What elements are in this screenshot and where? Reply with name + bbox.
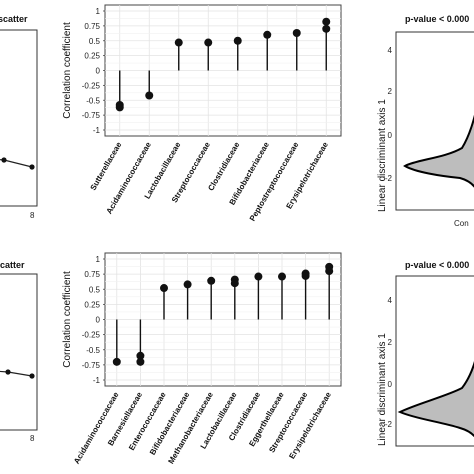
lollipop-point	[115, 103, 124, 112]
y-tick-label: -0.5	[86, 96, 100, 105]
violin-top-title: p-value < 0.000	[405, 14, 469, 24]
left-top-point	[1, 157, 7, 163]
lollipop-point	[278, 272, 286, 281]
y-tick-label: -0.25	[82, 331, 101, 340]
lollipop-point	[301, 271, 310, 280]
violin-top-ytick: 4	[388, 46, 393, 55]
left-top-x-tick: 8	[30, 211, 35, 220]
violin-top-shape	[403, 114, 474, 188]
category-label: Methanobacteriaceae	[166, 390, 215, 465]
correlation-chart-bottom: 1 0.75 0.5 0.25 0 -0.25 -0.5 -0.75 -1 Correlation…	[62, 252, 342, 465]
y-tick-label: 0.5	[89, 285, 101, 294]
violin-bottom-shape	[397, 360, 474, 438]
category-label: Sutterellaceae	[89, 140, 124, 192]
y-tick-label: -0.25	[82, 81, 101, 90]
y-tick-label: 0.25	[84, 52, 100, 61]
lollipop-point	[322, 24, 331, 33]
left-bottom-point	[29, 373, 35, 379]
lollipop-point	[207, 276, 216, 285]
violin-top-ytick: 0	[388, 131, 393, 140]
violin-panel-top: p-value < 0.000 Linear discriminant axis…	[377, 14, 474, 228]
category-label: Acidaminococcaceae	[72, 390, 121, 465]
violin-top-xtick: Con	[454, 219, 469, 228]
y-tick-label: -1	[93, 126, 101, 135]
lollipop-point	[263, 30, 272, 39]
lollipop-point	[254, 272, 263, 281]
left-bottom-title: catter	[0, 260, 25, 270]
lollipop-point	[204, 38, 213, 47]
lollipop-point	[160, 284, 168, 293]
category-label: Erysipelotrichaceae	[287, 390, 333, 460]
violin-panel-bottom: p-value < 0.000 Linear discriminant axis…	[377, 260, 474, 447]
y-tick-label: 0.75	[84, 270, 100, 279]
lollipop-point	[292, 29, 301, 38]
violin-bottom-ytick: 0	[388, 380, 393, 389]
left-panel-top: scatter 8	[0, 14, 38, 220]
y-tick-label: -0.75	[82, 111, 101, 120]
y-axis-label: Correlation coefficient	[62, 271, 73, 368]
left-bottom-x-tick: 8	[30, 434, 35, 443]
y-tick-label: 0.75	[84, 22, 100, 31]
left-panel-bottom: catter 8	[0, 260, 38, 443]
y-tick-label: 0	[96, 67, 101, 76]
lollipop-point	[112, 357, 121, 366]
lollipop-point	[230, 279, 239, 288]
lollipop-point	[145, 91, 154, 100]
violin-bottom-ytick: 4	[388, 296, 393, 305]
category-label: Clostridiaceae	[206, 140, 241, 192]
violin-bottom-ylabel: Linear discriminant axis 1	[377, 333, 388, 446]
violin-top-ytick: 2	[388, 87, 393, 96]
lollipop-point	[136, 351, 145, 360]
y-tick-label: 0.5	[89, 37, 101, 46]
lollipop-point	[322, 17, 331, 26]
lollipop-point	[136, 357, 145, 366]
left-bottom-point	[5, 369, 11, 375]
violin-bottom-title: p-value < 0.000	[405, 260, 469, 270]
violin-top-ytick: -2	[385, 174, 393, 183]
lollipop-point	[233, 36, 242, 45]
y-tick-label: -0.5	[86, 346, 100, 355]
y-tick-label: 0	[96, 316, 101, 325]
lollipop-point	[183, 280, 192, 289]
violin-bottom-ytick: -2	[385, 420, 393, 429]
correlation-chart-top: 1 0.75 0.5 0.25 0 -0.25 -0.5 -0.75 -1 Correlation…	[62, 4, 342, 223]
left-top-point	[29, 164, 35, 170]
left-top-title: scatter	[0, 14, 28, 24]
violin-bottom-ytick: 2	[388, 338, 393, 347]
y-tick-label: 1	[96, 255, 101, 264]
y-tick-label: -0.75	[82, 361, 101, 370]
violin-top-ylabel: Linear discriminant axis 1	[377, 99, 388, 212]
y-tick-label: 0.25	[84, 300, 100, 309]
lollipop-point	[174, 38, 183, 47]
y-tick-label: 1	[96, 7, 101, 16]
lollipop-point	[325, 267, 334, 276]
y-axis-label: Correlation coefficient	[62, 22, 73, 119]
y-tick-label: -1	[93, 376, 101, 385]
